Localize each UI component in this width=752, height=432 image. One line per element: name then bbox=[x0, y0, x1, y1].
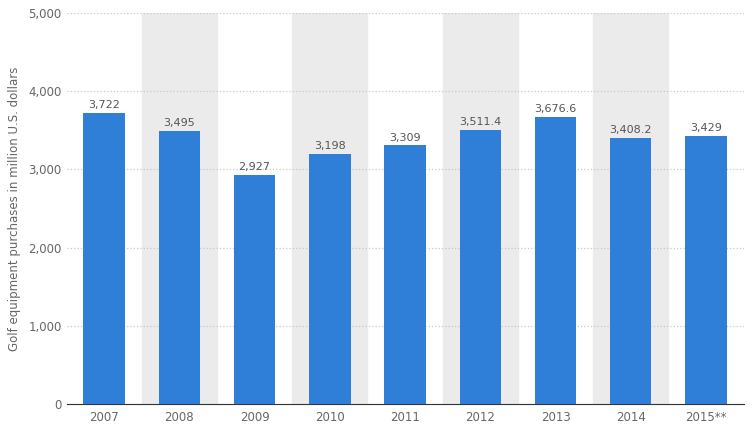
Text: 2,927: 2,927 bbox=[238, 162, 271, 172]
Bar bbox=[234, 175, 275, 404]
Bar bbox=[384, 145, 426, 404]
Text: 3,408.2: 3,408.2 bbox=[610, 125, 652, 135]
Text: 3,429: 3,429 bbox=[690, 123, 722, 133]
Bar bbox=[610, 138, 651, 404]
Bar bbox=[83, 113, 125, 404]
Text: 3,722: 3,722 bbox=[88, 100, 120, 111]
Text: 3,511.4: 3,511.4 bbox=[459, 117, 502, 127]
Bar bbox=[685, 136, 726, 404]
Bar bbox=[535, 117, 576, 404]
Bar bbox=[443, 13, 518, 404]
Text: 3,676.6: 3,676.6 bbox=[535, 104, 577, 114]
Text: 3,309: 3,309 bbox=[390, 133, 421, 143]
Bar bbox=[309, 154, 350, 404]
Bar bbox=[159, 131, 200, 404]
Bar bbox=[142, 13, 217, 404]
Text: 3,495: 3,495 bbox=[163, 118, 196, 128]
Text: 3,198: 3,198 bbox=[314, 141, 346, 151]
Bar bbox=[459, 130, 501, 404]
Y-axis label: Golf equipment purchases in million U.S. dollars: Golf equipment purchases in million U.S.… bbox=[8, 67, 21, 351]
Bar bbox=[593, 13, 669, 404]
Bar bbox=[293, 13, 368, 404]
